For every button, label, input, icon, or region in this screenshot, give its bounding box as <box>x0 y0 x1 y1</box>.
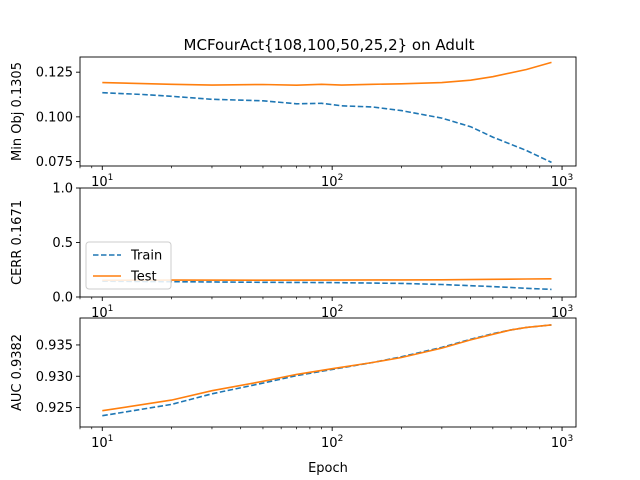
x-tick-label: 103 <box>551 434 573 451</box>
y-tick-label: 0.0 <box>52 291 73 306</box>
test-line <box>102 324 552 412</box>
x-tick-label: 102 <box>321 173 343 190</box>
y-tick-label: 0.930 <box>36 370 73 385</box>
x-tick-label: 102 <box>321 434 343 451</box>
test-line <box>102 278 552 282</box>
panel-1: 0.075 0.100 0.125 101 102 103 Min Obj 0.1305 <box>10 56 577 190</box>
x-tick-label: 103 <box>551 304 573 321</box>
y-tick-label: 0.100 <box>36 110 73 125</box>
legend-box <box>85 241 172 290</box>
panel-3: 0.925 0.930 0.935 101 102 103 AUC 0.9382 Epoch <box>10 317 577 476</box>
test-line <box>102 61 552 87</box>
panel-2: 0.0 0.5 1.0 101 102 103 CERR 0.1671 Train Test <box>10 182 577 321</box>
y-tick-label: 0.075 <box>36 155 73 170</box>
legend: Train Test <box>85 241 172 290</box>
y-axis-label: AUC 0.9382 <box>10 334 25 411</box>
y-axis-label: CERR 0.1671 <box>10 200 25 285</box>
y-tick-label: 0.125 <box>36 66 73 81</box>
legend-label-test: Test <box>130 270 157 285</box>
y-tick-label: 0.5 <box>52 236 73 251</box>
legend-label-train: Train <box>130 249 162 264</box>
train-line <box>102 280 552 291</box>
y-tick-label: 0.935 <box>36 338 73 353</box>
x-tick-label: 101 <box>91 304 113 321</box>
axes-frame <box>79 317 577 428</box>
x-tick-label: 101 <box>91 173 113 190</box>
train-line <box>102 91 552 164</box>
x-axis-label: Epoch <box>308 461 348 476</box>
chart-title: MCFourAct{108,100,50,25,2} on Adult <box>184 36 475 54</box>
y-axis-label: Min Obj 0.1305 <box>10 62 25 161</box>
x-tick-label: 102 <box>321 304 343 321</box>
y-tick-label: 1.0 <box>52 182 73 197</box>
y-tick-label: 0.925 <box>36 401 73 416</box>
axes-frame <box>79 56 577 167</box>
x-tick-label: 101 <box>91 434 113 451</box>
x-tick-label: 103 <box>551 173 573 190</box>
